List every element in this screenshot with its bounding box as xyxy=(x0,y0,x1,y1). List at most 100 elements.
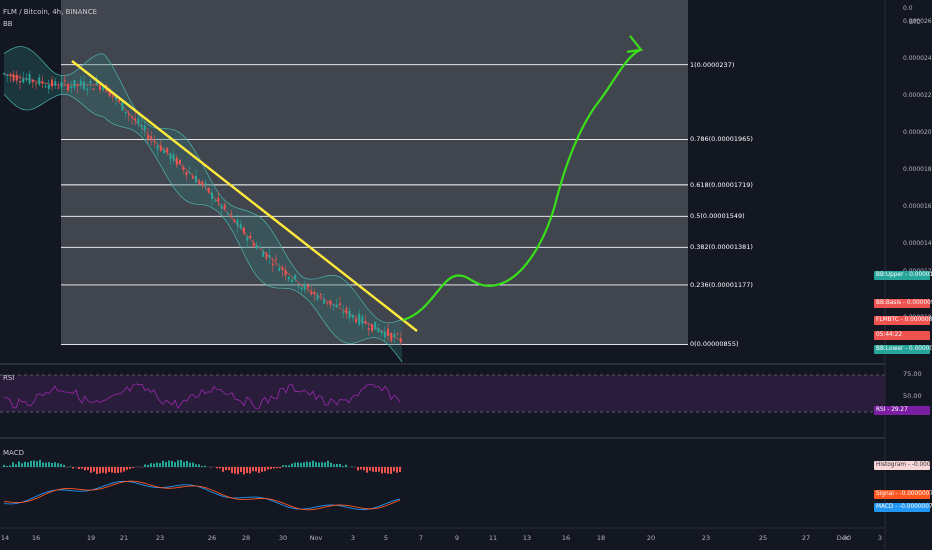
projection-path xyxy=(402,48,641,322)
time-axis-tick: 20 xyxy=(646,534,656,542)
macd-histogram-bar xyxy=(222,467,224,472)
candle-body xyxy=(239,224,242,229)
fib-level-label: 1(0.0000237) xyxy=(690,60,735,69)
macd-histogram-bar xyxy=(3,464,5,467)
macd-histogram-bar xyxy=(216,467,218,469)
macd-histogram-bar xyxy=(93,467,95,472)
time-axis-tick: 11 xyxy=(488,534,498,542)
macd-histogram-bar xyxy=(234,467,236,474)
candle-body xyxy=(86,88,89,91)
candle-body xyxy=(223,204,226,209)
candle-body xyxy=(271,263,274,266)
candle-body xyxy=(175,157,178,165)
macd-histogram-bar xyxy=(174,462,176,467)
bb-indicator-label[interactable]: BB xyxy=(3,20,13,28)
macd-histogram-bar xyxy=(336,463,338,467)
candle-body xyxy=(22,78,25,83)
candle-body xyxy=(188,172,191,174)
time-axis-tick: 7 xyxy=(418,534,424,542)
macd-histogram-bar xyxy=(252,467,254,472)
price-tag: BB:Upper - 0.00001136 xyxy=(874,271,932,280)
macd-histogram-bar xyxy=(315,462,317,467)
time-axis-tick: 3 xyxy=(877,534,883,542)
macd-histogram-bar xyxy=(237,467,239,475)
candle-body xyxy=(44,86,47,88)
fibonacci-zone xyxy=(61,0,688,345)
macd-histogram-bar xyxy=(36,461,38,467)
candle-body xyxy=(124,111,127,114)
macd-histogram-bar xyxy=(288,465,290,467)
price-tick: 0.00002000 xyxy=(903,128,932,136)
rsi-indicator-label[interactable]: RSI xyxy=(3,374,15,382)
candle-body xyxy=(131,116,133,118)
macd-histogram-bar xyxy=(324,462,326,467)
candle-body xyxy=(182,167,185,170)
candle-body xyxy=(380,330,383,334)
macd-histogram-bar xyxy=(342,466,344,467)
price-tick: 0.00002600 xyxy=(903,18,932,26)
macd-histogram-bar xyxy=(231,467,233,474)
macd-histogram-bar xyxy=(87,467,89,471)
candle-body xyxy=(191,176,194,179)
macd-histogram-bar xyxy=(177,460,179,467)
macd-histogram-bar xyxy=(84,467,86,471)
macd-histogram-bar xyxy=(12,462,14,467)
macd-histogram-bar xyxy=(18,461,20,467)
candle-body xyxy=(358,314,361,325)
macd-histogram-bar xyxy=(339,463,341,467)
candle-body xyxy=(195,175,197,183)
macd-histogram-bar xyxy=(282,465,284,467)
candle-body xyxy=(268,255,271,258)
candle-body xyxy=(287,276,290,280)
candle-body xyxy=(355,319,357,323)
time-axis-tick: 16 xyxy=(31,534,41,542)
candle-body xyxy=(127,113,130,115)
macd-histogram-bar xyxy=(381,467,383,474)
macd-histogram-bar xyxy=(108,467,110,472)
fib-level-label: 0.382(0.00001381) xyxy=(690,243,753,252)
candle-body xyxy=(159,145,162,151)
bb-lower-line xyxy=(3,93,403,363)
macd-histogram-bar xyxy=(276,467,278,469)
candle-body xyxy=(217,197,220,202)
candle-body xyxy=(345,308,348,314)
candle-body xyxy=(249,235,252,238)
candle-body xyxy=(230,213,233,215)
macd-histogram-bar xyxy=(54,462,56,467)
candle-body xyxy=(323,299,325,304)
macd-histogram-bar xyxy=(72,467,74,469)
time-axis-tick: 27 xyxy=(801,534,811,542)
candle-body xyxy=(169,153,172,160)
macd-histogram-bar xyxy=(168,460,170,467)
candle-body xyxy=(76,84,79,86)
candle-body xyxy=(252,243,255,247)
candle-body xyxy=(278,267,281,271)
macd-histogram-bar xyxy=(51,462,53,467)
macd-indicator-label[interactable]: MACD xyxy=(3,449,24,457)
macd-histogram-bar xyxy=(69,466,71,467)
candle-body xyxy=(313,292,316,295)
macd-histogram-bar xyxy=(318,462,320,467)
time-axis-tick: 25 xyxy=(758,534,768,542)
macd-histogram-bar xyxy=(390,467,392,474)
candle-body xyxy=(31,79,34,83)
candle-body xyxy=(166,147,169,153)
candle-body xyxy=(63,80,66,82)
macd-histogram-bar xyxy=(90,467,92,473)
candle-body xyxy=(291,279,293,282)
candle-body xyxy=(294,274,297,280)
candle-body xyxy=(297,286,300,288)
macd-histogram-bar xyxy=(333,464,335,467)
fib-level-label: 0.618(0.00001719) xyxy=(690,180,753,189)
candle-body xyxy=(79,80,82,86)
candle-body xyxy=(185,171,188,176)
price-tick: 0.00001600 xyxy=(903,202,932,210)
time-axis-tick: 23 xyxy=(701,534,711,542)
candle-body xyxy=(172,153,175,161)
macd-histogram-bar xyxy=(264,467,266,472)
candle-body xyxy=(332,304,335,306)
time-axis-tick: 26 xyxy=(207,534,217,542)
candle-body xyxy=(275,258,277,260)
macd-histogram-bar xyxy=(366,467,368,473)
